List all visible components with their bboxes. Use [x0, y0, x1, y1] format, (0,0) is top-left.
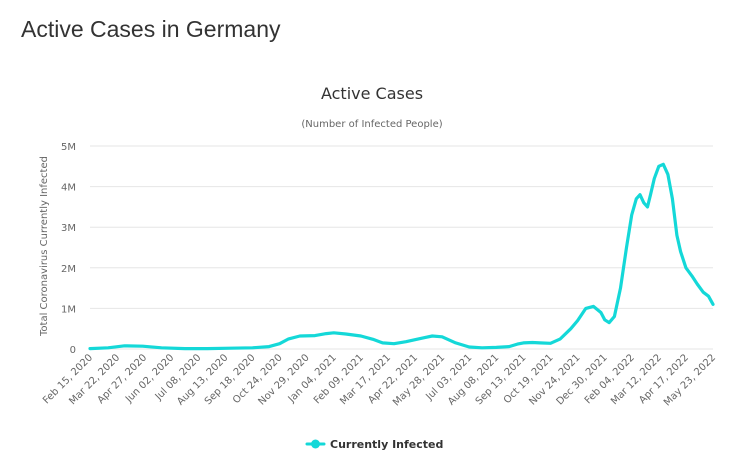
grid-layer [90, 145, 713, 350]
series-layer [88, 162, 715, 351]
y-tick-label: 1M [61, 304, 76, 315]
chart-subtitle: (Number of Infected People) [301, 119, 442, 130]
y-tick-label: 5M [61, 142, 76, 153]
y-tick-label: 3M [61, 223, 76, 234]
legend-swatch-marker [311, 439, 320, 449]
series-line-currently-infected [88, 162, 715, 351]
y-tick-layer: 0 1M 2M 3M 4M 5M [61, 142, 76, 356]
y-axis-label: Total Coronavirus Currently Infected [39, 156, 50, 337]
y-tick-label: 2M [61, 264, 76, 275]
legend-item-currently-infected[interactable]: Currently Infected [330, 438, 443, 451]
y-tick-label: 0 [70, 345, 76, 356]
chart-title: Active Cases [321, 84, 423, 103]
y-tick-label: 4M [61, 183, 76, 194]
legend[interactable]: Currently Infected [305, 438, 443, 451]
page-title: Active Cases in Germany [21, 16, 281, 42]
